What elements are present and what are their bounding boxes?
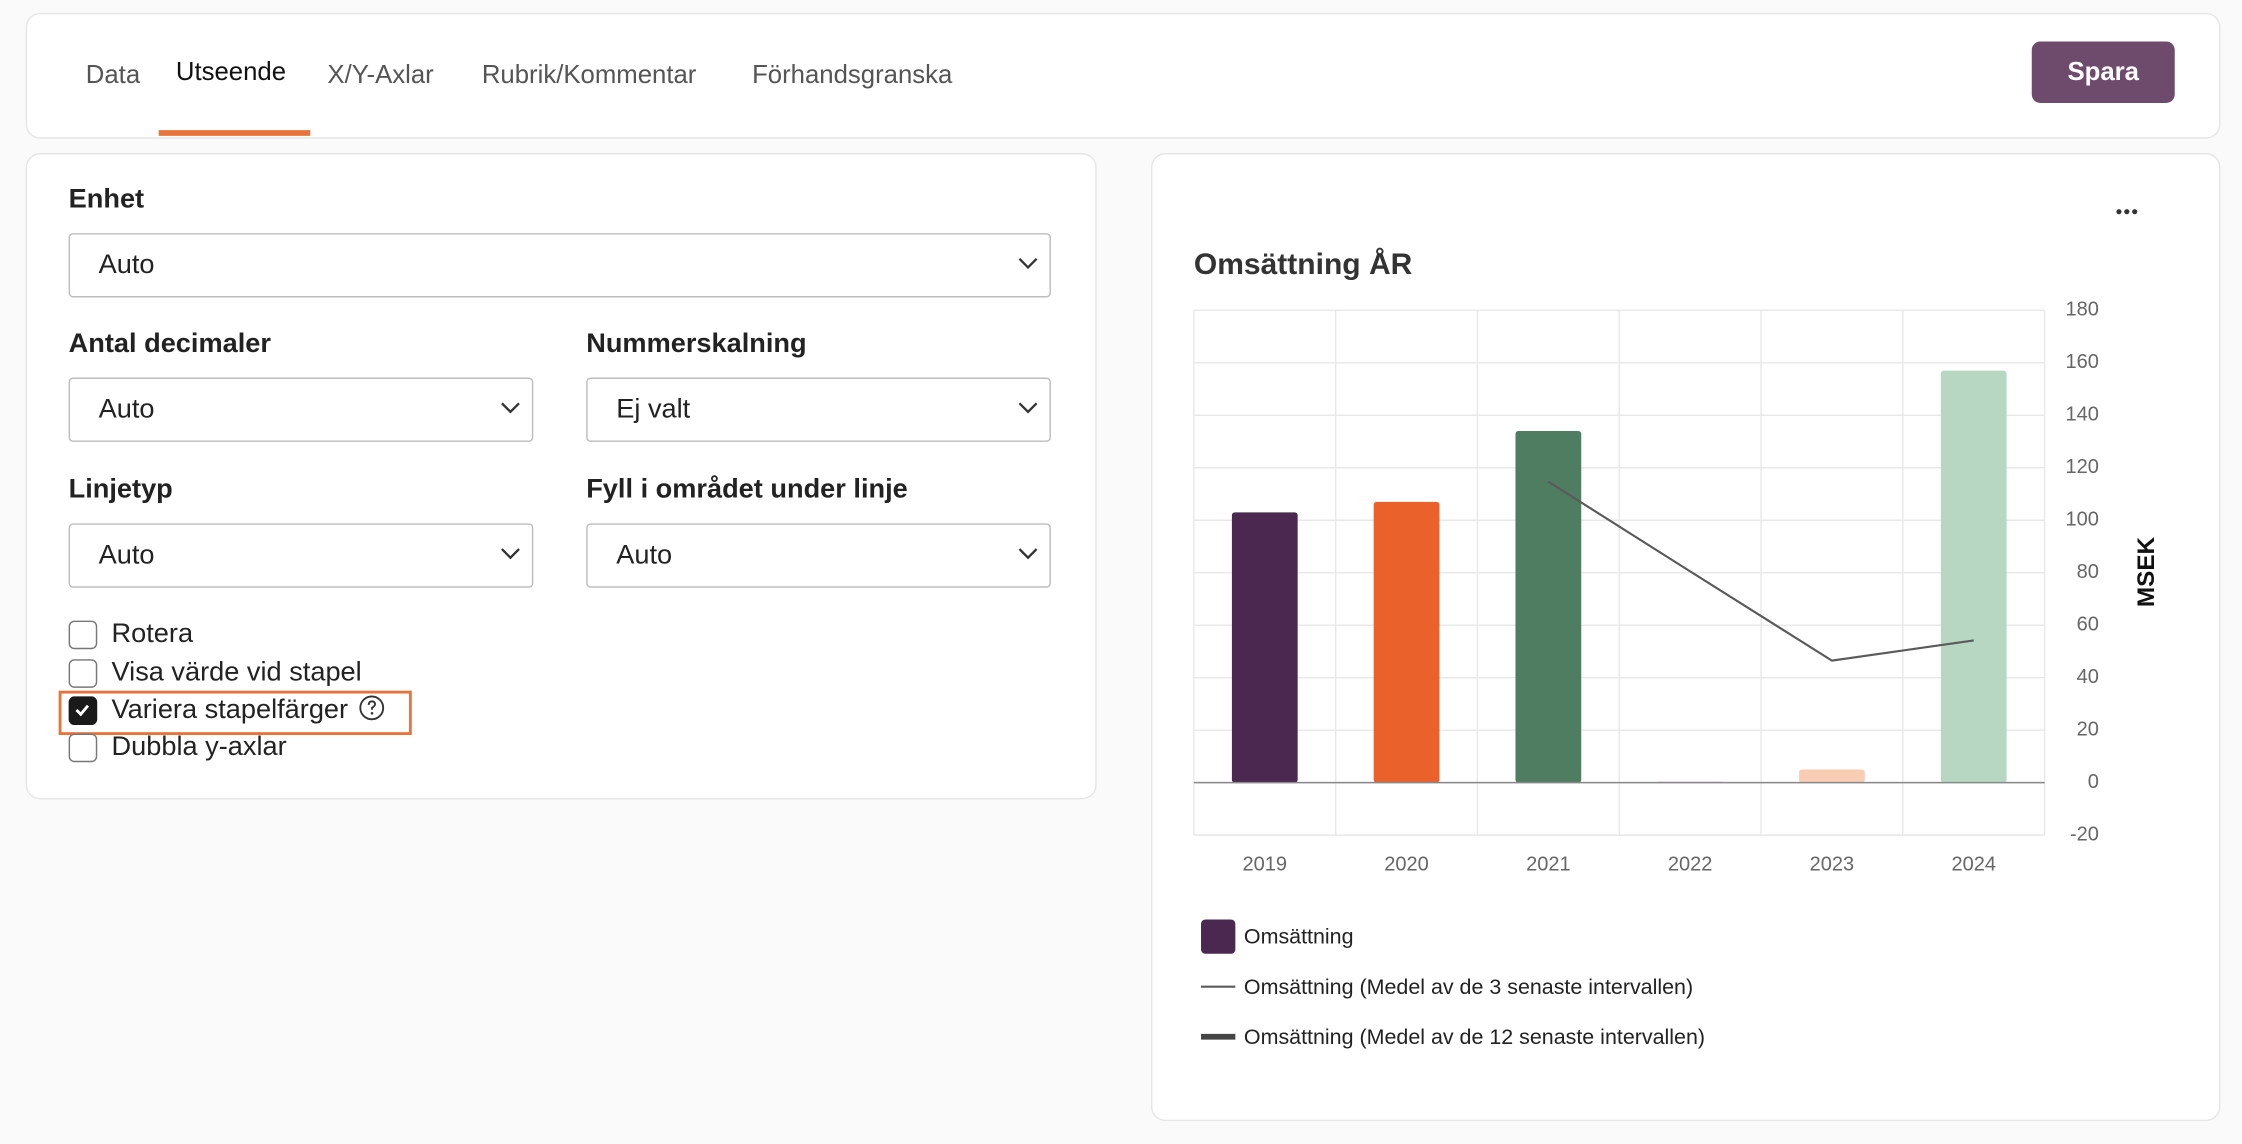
x-tick-label: 2020	[1384, 853, 1428, 875]
chart-title: Omsättning ÅR	[1194, 248, 1413, 281]
y-tick-label: 60	[2077, 613, 2099, 635]
checkbox[interactable]	[68, 620, 98, 650]
x-tick-label: 2019	[1243, 853, 1287, 875]
tab[interactable]: Utseende	[158, 13, 311, 136]
chart-panel	[1150, 153, 2221, 1122]
y-tick-label: 100	[2066, 509, 2099, 531]
select-value: Auto	[98, 540, 155, 571]
checkbox[interactable]	[68, 696, 98, 726]
checkbox[interactable]	[68, 659, 98, 688]
y-tick-label: 20	[2077, 718, 2099, 740]
checkbox-label[interactable]: Dubbla y-axlar	[111, 732, 287, 763]
legend-label: Omsättning (Medel av de 3 senaste interv…	[1244, 975, 1693, 999]
y-tick-label: 0	[2088, 771, 2099, 793]
x-tick-label: 2024	[1951, 853, 1995, 875]
line-series	[1547, 480, 1974, 662]
bar	[1231, 512, 1298, 783]
tab[interactable]: Rubrik/Kommentar	[481, 60, 697, 89]
tab[interactable]: X/Y-Axlar	[327, 60, 434, 89]
select-value: Auto	[98, 250, 155, 281]
bar	[1799, 769, 1865, 783]
select[interactable]: Auto	[68, 233, 1051, 298]
legend-swatch	[1201, 919, 1236, 954]
field-label: Linjetyp	[68, 474, 173, 505]
checkbox-label[interactable]: Variera stapelfärger	[112, 694, 391, 728]
tab[interactable]: Förhandsgranska	[752, 60, 953, 89]
y-tick-label: 180	[2066, 299, 2099, 321]
select-value: Auto	[616, 540, 673, 571]
legend-label: Omsättning (Medel av de 12 senaste inter…	[1244, 1025, 1705, 1049]
checkbox-label[interactable]: Rotera	[111, 619, 194, 650]
x-tick-label: 2022	[1668, 853, 1712, 875]
y-tick-label: 140	[2066, 404, 2099, 426]
more-menu[interactable]	[2116, 209, 2138, 215]
y-tick-label: 160	[2066, 351, 2099, 373]
y-tick-label: -20	[2070, 823, 2099, 845]
field-label: Nummerskalning	[586, 328, 807, 359]
y-tick-label: 120	[2066, 456, 2099, 478]
tab[interactable]: Data	[85, 60, 141, 89]
x-tick-label: 2021	[1526, 853, 1570, 875]
chevron	[501, 548, 520, 560]
chevron	[1018, 402, 1038, 414]
select[interactable]: Auto	[586, 523, 1051, 588]
checkbox[interactable]	[68, 733, 98, 763]
select[interactable]: Auto	[68, 377, 534, 442]
select-value: Auto	[98, 394, 155, 425]
field-label: Enhet	[68, 184, 145, 215]
highlight-box	[58, 690, 412, 736]
x-tick-label: 2023	[1810, 853, 1854, 875]
field-label: Fyll i området under linje	[586, 474, 908, 505]
y-tick-label: 40	[2077, 666, 2099, 688]
select[interactable]: Auto	[68, 523, 534, 588]
select[interactable]: Ej valt	[586, 377, 1051, 442]
legend-label: Omsättning	[1244, 925, 1354, 949]
y-tick-label: 80	[2077, 561, 2099, 583]
help-icon[interactable]	[360, 694, 391, 723]
y-axis-label: MSEK	[2133, 536, 2160, 607]
check-mark	[75, 704, 90, 717]
top-bar	[25, 12, 2221, 139]
chevron	[501, 402, 520, 414]
checkbox-label[interactable]: Visa värde vid stapel	[111, 657, 362, 688]
bar	[1373, 501, 1440, 783]
chevron	[1018, 548, 1038, 560]
save-button[interactable]: Spara	[2031, 41, 2175, 103]
chevron	[1018, 258, 1038, 270]
select-value: Ej valt	[616, 394, 691, 425]
tab-bar: Data Utseende X/Y-Axlar Rubrik/Kommentar För…	[69, 13, 1356, 136]
bar	[1940, 370, 2007, 783]
field-label: Antal decimaler	[68, 328, 271, 359]
bar	[1515, 431, 1582, 783]
